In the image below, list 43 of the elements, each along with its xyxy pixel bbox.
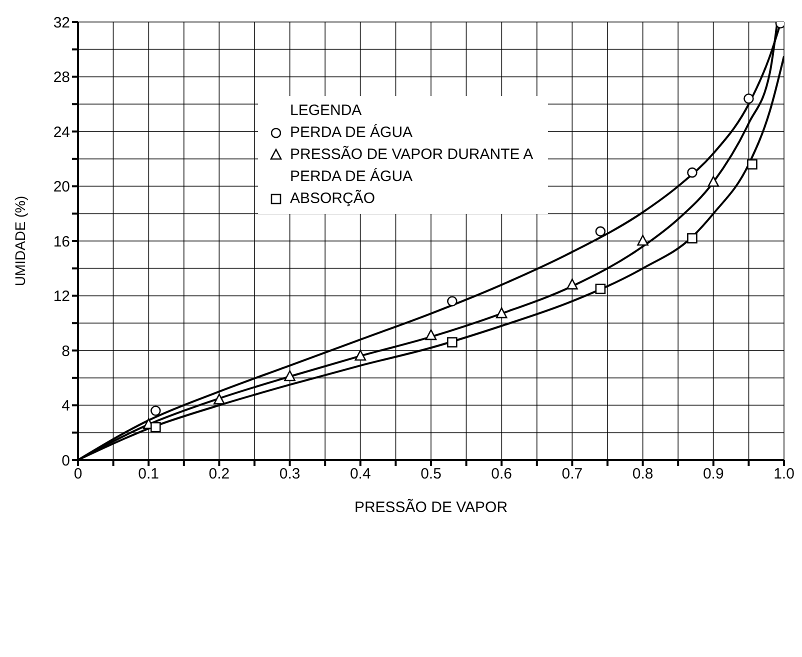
x-axis-title: PRESSÃO DE VAPOR	[354, 498, 508, 516]
x-tick-label: 0.1	[138, 466, 160, 483]
x-tick-label: 0.3	[279, 466, 300, 483]
point	[595, 284, 606, 294]
legend-title: LEGENDA	[289, 101, 363, 121]
y-tick-label: 8	[62, 342, 70, 360]
x-tick-label: 0.4	[350, 466, 371, 483]
point	[595, 226, 606, 237]
x-tick-label: 0.5	[420, 466, 442, 483]
point	[214, 394, 225, 404]
point	[150, 406, 161, 416]
x-tick-label: 1.0	[774, 466, 794, 483]
x-tick-label: 0.9	[702, 466, 724, 483]
y-tick-label: 32	[53, 14, 70, 32]
x-tick-label: 0.7	[562, 466, 583, 483]
legend-label: PRESSÃO DE VAPOR DURANTE A PERDA DE ÁGUA	[290, 144, 534, 187]
point	[687, 167, 698, 178]
point	[425, 329, 437, 340]
point	[637, 234, 648, 246]
x-tick-label: 0	[74, 466, 82, 483]
legend-label: ABSORÇÃO	[290, 188, 376, 209]
y-tick-label: 28	[53, 69, 70, 86]
point	[496, 307, 508, 318]
y-tick-label: 12	[53, 288, 70, 306]
y-tick-label: 0	[62, 452, 70, 470]
point	[744, 94, 754, 104]
point	[150, 422, 161, 432]
x-tick-label: 0.8	[632, 466, 654, 483]
point	[708, 176, 720, 187]
point	[447, 337, 458, 348]
x-tick-label: 0.6	[491, 466, 512, 483]
y-tick-label: 16	[53, 233, 70, 250]
y-axis-title: UMIDADE (%)	[12, 196, 28, 286]
y-tick-label: 4	[62, 398, 70, 415]
y-tick-label: 20	[53, 178, 70, 196]
point	[687, 233, 698, 244]
y-tick-label: 24	[53, 124, 70, 141]
point	[354, 350, 366, 361]
point	[747, 159, 758, 170]
legend-label: PERDA DE ÁGUA	[290, 123, 413, 143]
point	[566, 278, 578, 290]
point	[284, 370, 296, 382]
x-tick-label: 0.2	[208, 466, 230, 483]
